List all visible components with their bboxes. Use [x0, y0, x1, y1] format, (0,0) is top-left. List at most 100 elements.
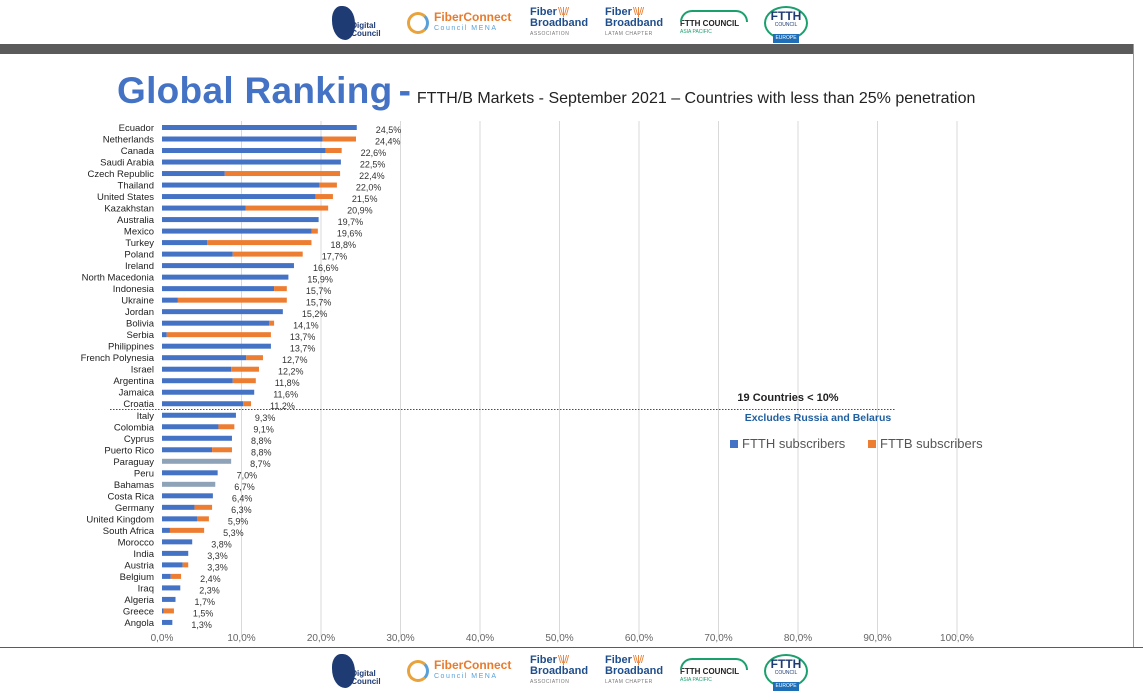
ftth-bar	[162, 274, 289, 280]
country-label: Australia	[117, 215, 155, 226]
fttb-bar	[325, 148, 342, 154]
value-label: 15,7%	[306, 298, 332, 308]
ftth-bar	[162, 332, 167, 338]
ftth-bar	[162, 596, 176, 602]
bottom-logo-bar: Digital Council FiberConnect Council MEN…	[0, 647, 1143, 691]
legend-swatch-fttb	[868, 440, 876, 448]
country-label: Costa Rica	[108, 491, 155, 502]
value-label: 18,8%	[330, 240, 356, 250]
fttb-bar	[311, 228, 318, 234]
value-label: 15,2%	[302, 309, 328, 319]
x-tick-label: 80,0%	[784, 633, 812, 644]
fbl-line3: LATAM CHAPTER	[605, 678, 653, 685]
legend-label-fttb: FTTB subscribers	[880, 436, 983, 451]
country-label: Angola	[124, 618, 154, 629]
swoosh-icon	[680, 658, 748, 670]
fiberconnect-logo: FiberConnect Council MENA	[407, 6, 512, 40]
country-label: India	[133, 549, 154, 560]
fiber-rays-icon: \\|//	[633, 654, 644, 666]
value-label: 2,4%	[200, 574, 221, 584]
value-label: 11,6%	[273, 390, 298, 400]
country-label: Serbia	[127, 330, 155, 341]
fba-line3: ASSOCIATION	[530, 678, 570, 685]
value-label: 9,1%	[253, 424, 274, 434]
fiber-broadband-association-logo: Fiber Broadband ASSOCIATION \\|//	[530, 6, 595, 40]
value-label: 6,3%	[231, 505, 252, 515]
value-label: 8,8%	[251, 436, 272, 446]
ftth-bar	[162, 194, 316, 200]
fba-line2: Broadband	[530, 664, 589, 677]
value-label: 9,3%	[255, 413, 276, 423]
value-label: 5,3%	[223, 528, 244, 538]
x-tick-label: 30,0%	[386, 633, 414, 644]
ftth-bar	[162, 470, 218, 476]
value-label: 3,8%	[211, 539, 232, 549]
ftth-bar	[162, 504, 195, 510]
value-label: 1,7%	[195, 597, 216, 607]
country-label: Ireland	[125, 261, 154, 272]
country-label: United States	[97, 192, 154, 203]
fttb-bar	[196, 516, 209, 522]
value-label: 11,2%	[270, 401, 295, 411]
country-label: Puerto Rico	[104, 445, 154, 456]
value-label: 8,7%	[250, 459, 271, 469]
ftth-bar	[162, 205, 246, 211]
fiberconnect-logo: FiberConnect Council MENA	[407, 654, 512, 688]
ftth-bar	[162, 309, 283, 315]
value-label: 22,0%	[356, 183, 382, 193]
x-tick-label: 40,0%	[466, 633, 494, 644]
country-label: Czech Republic	[87, 169, 154, 180]
fba-line1: Fiber	[530, 653, 557, 666]
value-label: 7,0%	[237, 470, 258, 480]
ftth-council-apac-logo: FTTH COUNCIL ASIA PACIFIC	[680, 6, 752, 40]
value-label: 1,5%	[193, 608, 214, 618]
title-main: Global Ranking	[117, 70, 393, 111]
digital-council-label: Digital Council	[351, 669, 381, 686]
ftth-bar	[162, 389, 255, 395]
ftth-council-europe-logo: FTTH COUNCIL EUROPE	[764, 6, 810, 43]
country-label: Israel	[131, 365, 154, 376]
fttb-bar	[170, 573, 182, 579]
fttb-bar	[182, 562, 189, 568]
title-subtitle: FTTH/B Markets - September 2021 – Countr…	[416, 90, 976, 107]
country-label: Belgium	[120, 572, 154, 583]
ftth-bar	[162, 240, 208, 246]
country-label: Iraq	[138, 583, 154, 594]
ftth-bar	[162, 447, 213, 453]
fiberconnect-ring-icon	[407, 12, 429, 34]
fttb-bar	[177, 297, 287, 303]
fttb-bar	[245, 205, 329, 211]
fttb-bar	[269, 320, 275, 326]
fttb-bar	[246, 355, 263, 361]
country-label: Paraguay	[113, 457, 154, 468]
ftth-europe-line3: EUROPE	[773, 34, 799, 43]
ftth-bar	[162, 251, 233, 257]
country-label: United Kingdom	[86, 514, 154, 525]
ftth-bar	[162, 573, 171, 579]
country-label: French Polynesia	[81, 353, 155, 364]
ftth-bar	[162, 493, 213, 499]
top-logo-bar: Digital Council FiberConnect Council MEN…	[0, 0, 1143, 46]
country-label: Thailand	[118, 181, 154, 192]
fttb-bar	[319, 182, 337, 188]
ftth-apac-line1: FTTH COUNCIL	[680, 667, 740, 676]
ftth-bar	[162, 125, 357, 130]
ftth-bar	[162, 481, 216, 487]
fttb-bar	[194, 504, 213, 510]
country-label: Netherlands	[103, 135, 154, 146]
fiber-rays-icon: \\|//	[558, 654, 569, 666]
country-label: Cyprus	[124, 434, 154, 445]
fba-line3: ASSOCIATION	[530, 30, 570, 37]
ftth-europe-line2: COUNCIL	[774, 22, 798, 28]
ftth-council-europe-logo: FTTH COUNCIL EUROPE	[764, 654, 810, 691]
value-label: 15,7%	[306, 286, 332, 296]
country-label: North Macedonia	[82, 273, 155, 284]
value-label: 24,4%	[375, 137, 401, 147]
country-label: Algeria	[124, 595, 154, 606]
ftth-bar	[162, 355, 247, 361]
value-label: 12,7%	[282, 355, 308, 365]
fbl-line2: Broadband	[605, 16, 664, 29]
fiber-rays-icon: \\|//	[558, 6, 569, 18]
fttb-bar	[218, 424, 235, 430]
fiber-broadband-latam-logo: Fiber Broadband LATAM CHAPTER \\|//	[605, 6, 670, 40]
